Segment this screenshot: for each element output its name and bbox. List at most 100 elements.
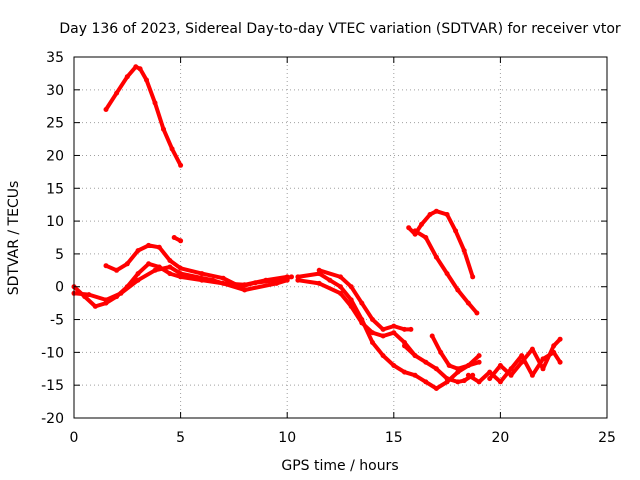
data-point-arc-6 (433, 386, 439, 391)
data-point-arc-3 (178, 265, 184, 271)
data-point-arc-6 (370, 340, 375, 345)
data-point-arc-10 (429, 333, 435, 339)
data-point-arc-10 (455, 366, 461, 372)
data-point-arc-1 (144, 77, 149, 83)
data-point-arc-11 (419, 221, 424, 227)
data-point-arc-2 (171, 235, 177, 240)
x-tick-labels: 0 5 10 15 20 25 (70, 430, 616, 446)
data-point-arc-12 (412, 228, 418, 234)
data-point-arc-7 (359, 320, 365, 326)
data-point-arc-8 (348, 284, 354, 290)
data-point-arc-3 (124, 261, 130, 267)
y-tick-label: 25 (46, 116, 64, 132)
data-point-arc-8 (359, 300, 365, 306)
y-tick-label: 15 (46, 181, 64, 197)
data-point-arc-11 (461, 248, 467, 254)
data-point-arc-8 (402, 326, 407, 332)
data-point-arc-1 (152, 100, 158, 106)
data-point-arc-6 (412, 372, 418, 378)
data-point-arc-9 (455, 379, 461, 385)
x-tick-label: 0 (70, 430, 79, 446)
data-point-arc-14 (557, 336, 563, 342)
series-arc-8 (317, 268, 413, 332)
data-point-arc-3 (199, 271, 205, 277)
data-point-arc-8 (391, 323, 397, 329)
y-tick-labels: -20 -15 -10 -5 0 5 10 15 20 25 30 35 (41, 50, 64, 427)
y-tick-label: 5 (55, 247, 64, 263)
data-point-arc-6 (423, 379, 429, 385)
data-point-arc-13 (487, 369, 493, 375)
data-point-arc-14 (529, 346, 535, 352)
x-tick-label: 5 (176, 430, 185, 446)
y-tick-label: 0 (55, 280, 64, 296)
y-axis-title: SDTVAR / TECUs (6, 181, 22, 296)
data-point-arc-6 (380, 353, 386, 359)
data-point-arc-3 (103, 263, 109, 269)
data-point-arc-10 (465, 363, 471, 368)
data-point-arc-1 (178, 162, 184, 168)
data-point-arc-5 (103, 297, 109, 303)
data-point-arc-12 (465, 300, 471, 306)
data-point-arc-1 (161, 126, 166, 132)
data-point-arc-4 (167, 271, 173, 277)
data-point-arc-8 (408, 326, 414, 332)
data-point-arc-12 (455, 287, 461, 293)
data-point-arc-9 (412, 353, 418, 359)
data-point-arc-5 (274, 280, 279, 286)
data-point-arc-13 (465, 372, 471, 378)
y-tick-label: -10 (41, 345, 64, 361)
data-point-arc-12 (433, 254, 439, 260)
data-point-arc-13 (497, 379, 503, 385)
series-arc-4 (72, 261, 290, 309)
data-point-arc-12 (423, 235, 429, 240)
data-point-arc-5 (284, 277, 290, 283)
data-point-arc-14 (540, 366, 546, 372)
data-point-arc-14 (519, 359, 525, 365)
axis-ticks (73, 56, 608, 419)
data-point-arc-3 (146, 242, 152, 248)
data-point-arc-4 (135, 271, 141, 277)
y-tick-label: -20 (41, 411, 64, 427)
data-point-arc-3 (167, 258, 173, 263)
data-point-arc-5 (178, 271, 184, 277)
data-point-arc-6 (402, 369, 407, 375)
data-point-arc-6 (391, 363, 397, 368)
series-arc-7 (295, 278, 418, 358)
data-series (71, 64, 563, 391)
data-point-arc-10 (438, 349, 444, 355)
data-point-arc-5 (118, 290, 124, 296)
data-point-arc-10 (446, 363, 452, 368)
data-point-arc-11 (433, 208, 439, 214)
data-point-arc-6 (327, 277, 333, 283)
data-point-arc-3 (220, 275, 226, 281)
data-point-arc-4 (146, 261, 152, 267)
data-point-arc-5 (135, 277, 141, 283)
y-tick-label: 10 (46, 214, 64, 230)
data-point-arc-5 (152, 267, 158, 273)
data-point-arc-14 (551, 343, 557, 349)
x-axis-title: GPS time / hours (281, 458, 398, 474)
data-point-arc-7 (338, 290, 343, 296)
data-point-arc-7 (295, 277, 301, 283)
data-point-arc-13 (508, 366, 514, 372)
data-point-arc-4 (242, 282, 248, 288)
data-point-arc-11 (470, 274, 476, 280)
data-point-arc-9 (402, 343, 407, 349)
x-tick-label: 10 (278, 430, 296, 446)
chart-title: Day 136 of 2023, Sidereal Day-to-day VTE… (59, 21, 621, 37)
data-point-arc-4 (263, 277, 269, 283)
data-point-arc-8 (370, 317, 375, 322)
plot-frame (73, 56, 608, 419)
data-point-arc-1 (124, 74, 130, 80)
data-point-arc-14 (508, 372, 514, 378)
data-point-arc-1 (114, 90, 120, 96)
data-point-arc-5 (86, 292, 92, 298)
data-point-arc-11 (453, 228, 459, 234)
data-point-arc-13 (519, 353, 525, 359)
y-tick-label: 35 (46, 50, 64, 66)
data-point-arc-7 (391, 330, 397, 336)
data-point-arc-1 (133, 64, 139, 70)
data-point-arc-3 (135, 248, 141, 254)
data-point-arc-1 (137, 66, 143, 72)
